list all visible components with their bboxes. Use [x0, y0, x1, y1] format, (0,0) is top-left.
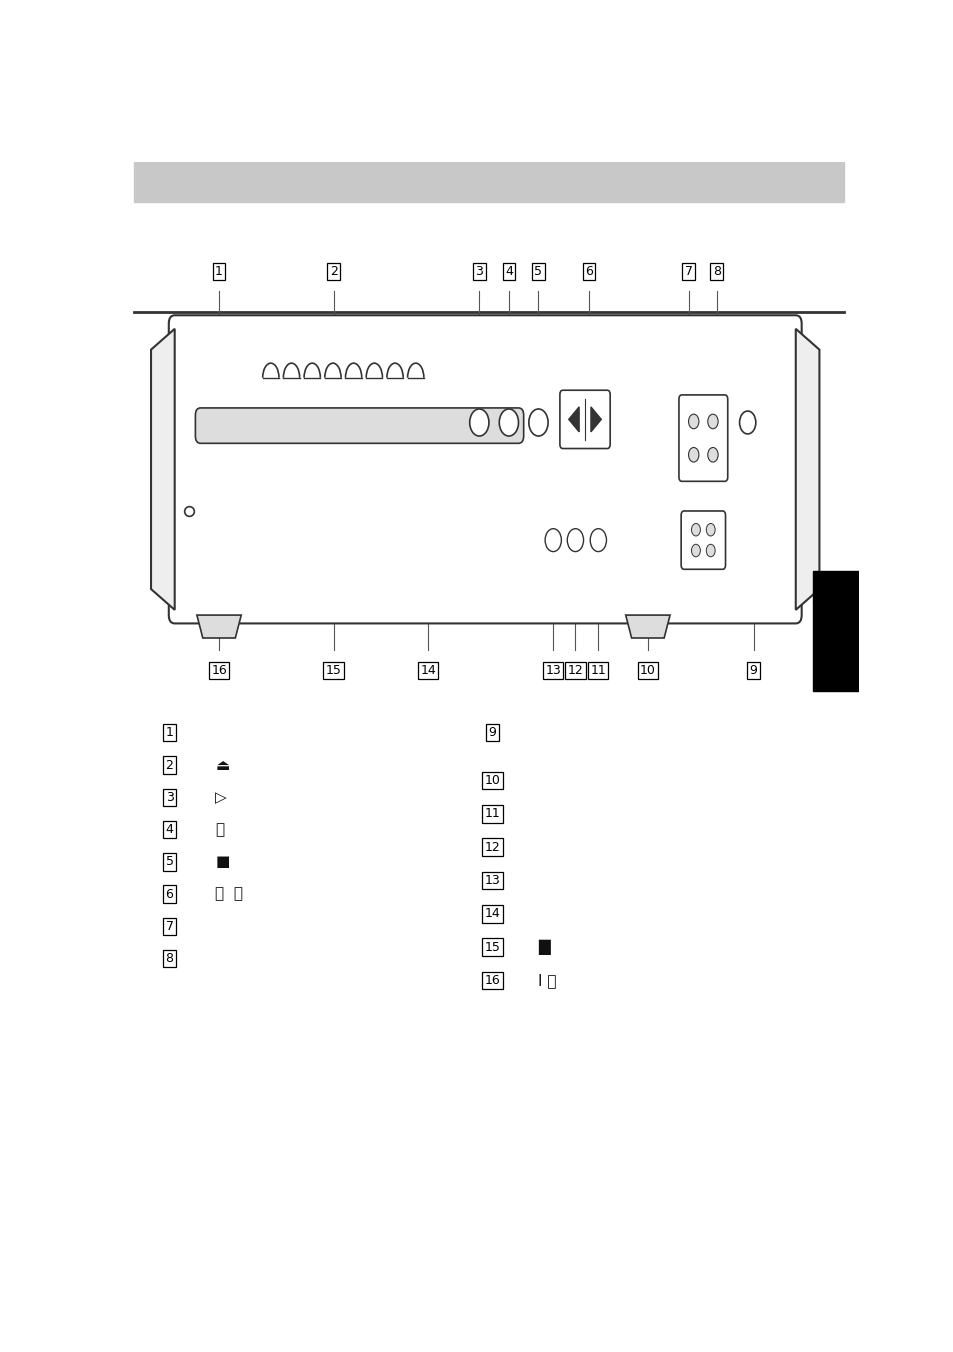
FancyBboxPatch shape [559, 391, 610, 449]
Polygon shape [568, 407, 578, 431]
Text: 13: 13 [484, 873, 500, 887]
Text: 15: 15 [325, 664, 341, 677]
Circle shape [691, 545, 700, 557]
Text: 4: 4 [504, 265, 513, 279]
Text: 10: 10 [639, 664, 655, 677]
Text: 2: 2 [166, 758, 173, 772]
Text: 7: 7 [684, 265, 692, 279]
Text: 4: 4 [166, 823, 173, 836]
Text: 1: 1 [166, 726, 173, 740]
Text: 14: 14 [420, 664, 436, 677]
Circle shape [707, 448, 718, 462]
FancyBboxPatch shape [169, 315, 801, 623]
Circle shape [705, 545, 715, 557]
Circle shape [469, 408, 488, 437]
Text: 5: 5 [534, 265, 542, 279]
FancyBboxPatch shape [195, 408, 523, 443]
Text: 16: 16 [484, 973, 500, 987]
Circle shape [528, 408, 547, 437]
Text: 12: 12 [484, 841, 500, 853]
Circle shape [707, 414, 718, 429]
Text: 9: 9 [488, 726, 497, 740]
Text: 2: 2 [330, 265, 337, 279]
Circle shape [739, 411, 755, 434]
Polygon shape [590, 407, 600, 431]
Text: 3: 3 [166, 791, 173, 804]
Text: 13: 13 [545, 664, 560, 677]
Circle shape [544, 529, 560, 552]
Circle shape [688, 414, 699, 429]
Text: 16: 16 [211, 664, 227, 677]
Text: ■: ■ [215, 854, 230, 869]
Text: ⏸: ⏸ [215, 822, 224, 837]
Polygon shape [196, 615, 241, 638]
Polygon shape [795, 329, 819, 610]
Polygon shape [625, 615, 669, 638]
Text: ⏮  ⏭: ⏮ ⏭ [215, 887, 243, 902]
Text: 15: 15 [484, 941, 500, 953]
Text: 14: 14 [484, 907, 500, 921]
Circle shape [705, 523, 715, 535]
Circle shape [567, 529, 583, 552]
Text: ⏏: ⏏ [215, 757, 230, 772]
Text: 3: 3 [475, 265, 483, 279]
Bar [812, 572, 858, 691]
Text: 8: 8 [166, 952, 173, 965]
Text: 6: 6 [584, 265, 592, 279]
Text: 5: 5 [166, 856, 173, 868]
Circle shape [691, 523, 700, 535]
Bar [133, 162, 842, 201]
Text: 7: 7 [166, 919, 173, 933]
Text: 8: 8 [712, 265, 720, 279]
Text: 6: 6 [166, 888, 173, 900]
Text: █: █ [537, 940, 550, 955]
Circle shape [498, 408, 518, 437]
Text: 11: 11 [484, 807, 500, 821]
Text: 12: 12 [567, 664, 582, 677]
FancyBboxPatch shape [679, 395, 727, 481]
FancyBboxPatch shape [680, 511, 724, 569]
Circle shape [590, 529, 606, 552]
Text: 10: 10 [484, 775, 500, 787]
Circle shape [688, 448, 699, 462]
Text: 9: 9 [749, 664, 757, 677]
Polygon shape [151, 329, 174, 610]
Text: 1: 1 [214, 265, 223, 279]
Text: I ⏻: I ⏻ [537, 973, 557, 988]
Text: 11: 11 [590, 664, 605, 677]
Text: ▷: ▷ [215, 790, 227, 804]
